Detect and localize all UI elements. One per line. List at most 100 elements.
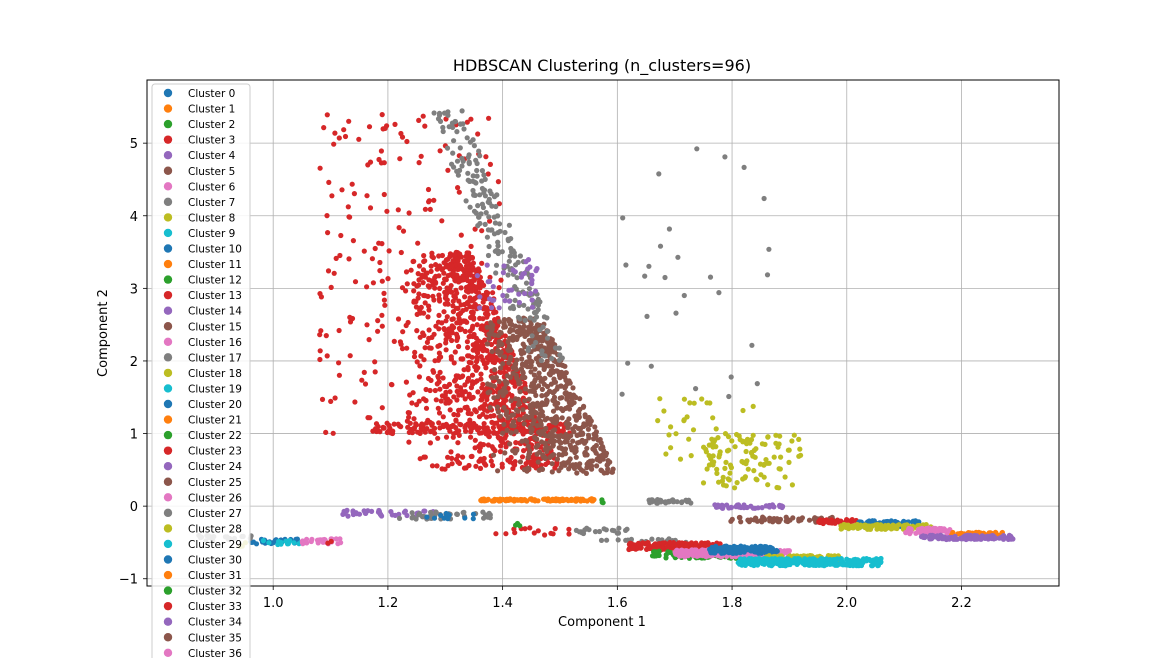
data-point — [851, 559, 857, 565]
data-point — [465, 278, 471, 284]
data-point — [512, 297, 518, 303]
data-point — [416, 263, 423, 269]
data-point — [582, 449, 588, 455]
data-point — [496, 435, 502, 441]
data-point — [724, 448, 731, 454]
data-point — [454, 168, 460, 174]
data-point — [481, 172, 487, 178]
data-point — [690, 427, 697, 433]
data-point — [522, 386, 529, 392]
data-point — [474, 173, 480, 179]
data-point — [535, 296, 541, 302]
data-point — [411, 354, 418, 360]
data-point — [446, 327, 452, 333]
data-point — [592, 529, 599, 535]
data-point — [768, 545, 774, 551]
data-point — [451, 411, 457, 418]
data-point — [741, 558, 748, 564]
data-point — [742, 475, 748, 481]
data-point — [505, 339, 511, 345]
data-point — [874, 561, 880, 567]
data-point — [364, 284, 370, 290]
data-point — [457, 374, 463, 380]
data-point — [766, 502, 772, 509]
data-point — [463, 288, 470, 294]
data-point — [583, 438, 589, 444]
data-point — [521, 448, 527, 454]
data-point — [750, 432, 756, 438]
data-point — [487, 161, 493, 167]
data-point — [505, 415, 511, 421]
data-point — [850, 563, 856, 569]
data-point — [789, 438, 795, 444]
data-point — [471, 296, 477, 302]
data-point — [480, 316, 486, 322]
data-point — [449, 461, 455, 467]
data-point — [433, 323, 439, 329]
data-point — [673, 310, 679, 316]
data-point — [406, 410, 412, 416]
data-point — [336, 372, 342, 378]
data-point — [535, 302, 542, 308]
data-point — [600, 456, 606, 462]
data-point — [468, 411, 474, 417]
data-point — [425, 186, 432, 193]
data-point — [468, 429, 474, 435]
data-point — [525, 345, 532, 351]
legend-marker — [163, 197, 173, 207]
data-point — [533, 339, 539, 346]
data-point — [711, 439, 717, 445]
data-point — [414, 311, 420, 317]
x-tick-label: 2.2 — [951, 596, 972, 611]
data-point — [600, 500, 606, 506]
data-point — [573, 415, 579, 421]
data-point — [501, 263, 507, 269]
data-point — [714, 470, 720, 476]
data-point — [649, 497, 655, 503]
data-point — [463, 263, 470, 269]
data-point — [466, 159, 472, 165]
data-point — [681, 418, 687, 424]
data-point — [460, 267, 466, 273]
data-point — [500, 361, 506, 367]
data-point — [706, 453, 712, 459]
data-point — [749, 544, 755, 550]
data-point — [515, 408, 521, 414]
data-point — [536, 467, 542, 473]
data-point — [546, 388, 553, 395]
data-point — [599, 468, 605, 474]
data-point — [342, 133, 349, 140]
data-point — [491, 231, 498, 237]
data-point — [668, 498, 674, 504]
data-point — [548, 381, 555, 387]
data-point — [480, 342, 486, 348]
data-point — [456, 189, 462, 195]
data-point — [530, 401, 536, 407]
data-point — [385, 276, 391, 282]
data-point — [526, 396, 532, 402]
data-point — [465, 378, 471, 384]
data-point — [869, 563, 875, 569]
data-point — [823, 518, 829, 525]
data-point — [668, 424, 674, 430]
y-tick-label: 0 — [130, 500, 138, 515]
data-point — [535, 374, 542, 381]
data-point — [501, 421, 507, 427]
data-point — [564, 378, 571, 384]
data-point — [426, 199, 432, 205]
data-point — [477, 430, 483, 436]
data-point — [436, 350, 442, 356]
data-point — [542, 496, 549, 502]
data-point — [391, 338, 397, 344]
data-point — [496, 497, 503, 503]
legend-entry-label: Cluster 1 — [188, 104, 235, 116]
data-point — [442, 289, 448, 295]
data-point — [526, 324, 532, 330]
data-point — [475, 203, 481, 209]
data-point — [512, 530, 518, 536]
data-point — [468, 434, 474, 440]
data-point — [404, 512, 410, 519]
legend-marker — [163, 306, 173, 315]
data-point — [444, 314, 450, 320]
data-point — [598, 537, 605, 544]
